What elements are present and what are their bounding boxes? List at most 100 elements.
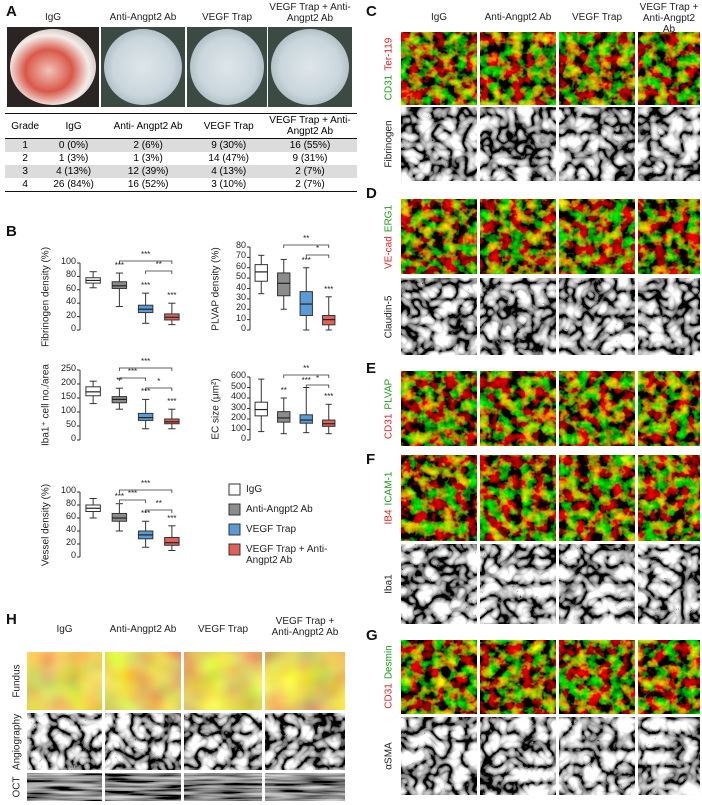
micrograph [559, 107, 635, 181]
column-header: VEGF Trap + Anti-Angpt2 Ab [271, 616, 339, 638]
y-tick-label: 0 [240, 433, 246, 443]
significance: *** [324, 284, 334, 294]
legend-label: Anti-Angpt2 Ab [246, 504, 313, 515]
y-tick-label: 400 [230, 391, 246, 401]
stain-name: Claudin-5 [383, 295, 395, 338]
bracket [305, 254, 330, 258]
significance: ** [280, 386, 287, 395]
micrograph [27, 713, 102, 770]
bracket-label: ** [303, 364, 310, 373]
column-header: VEGF Trap + Anti-Angpt2 Ab [269, 2, 351, 24]
micrograph [638, 107, 700, 181]
y-tick-label: 60 [235, 260, 246, 271]
micrograph [401, 371, 477, 446]
table-cell: 1 (3%) [133, 153, 163, 164]
stain-name: Ter-119 [383, 37, 395, 71]
column-header: VEGF Trap [197, 624, 248, 635]
legend-label: VEGF Trap + Anti-Angpt2 Ab [246, 544, 328, 566]
stain-name: ICAM-1 [383, 471, 395, 506]
y-tick-label: 200 [60, 377, 76, 387]
stain-label: CD31 PLVAP [384, 378, 395, 438]
stain-label: Claudin-5 [384, 295, 395, 338]
grade-table: Grade IgG Anti- Angpt2 Ab VEGF Trap VEGF Tra… [5, 113, 357, 192]
y-axis-label: Iba1⁺ cell no./area [40, 364, 52, 446]
micrograph [105, 773, 181, 801]
panel-label: F [366, 451, 376, 468]
stain-name: CD31 [383, 683, 395, 709]
y-tick-label: 100 [60, 485, 76, 495]
y-tick-label: 0 [70, 323, 76, 333]
table-cell: 1 [22, 140, 28, 151]
y-tick-label: 300 [230, 401, 246, 412]
y-tick-label: 250 [60, 363, 76, 373]
micrograph [638, 544, 700, 624]
micrograph [638, 199, 700, 274]
bracket [118, 499, 147, 503]
table-cell: 16 (55%) [289, 140, 331, 151]
micrograph [559, 199, 635, 274]
stain-name: VE-cad [383, 235, 395, 269]
column-header: VEGF Trap + Anti-Angpt2 Ab [639, 2, 699, 35]
stain-name: Desmin [383, 645, 395, 680]
panel-label: G [366, 627, 378, 644]
micrograph [265, 652, 345, 710]
micrograph [559, 32, 635, 105]
bracket-label: *** [140, 250, 151, 259]
table-cell: 4 [22, 179, 28, 190]
significance: *** [324, 392, 334, 402]
eye-photo [271, 29, 349, 105]
bracket [118, 260, 173, 264]
micrograph [638, 32, 700, 105]
bracket-label: *** [140, 479, 151, 488]
micrograph [480, 32, 556, 105]
significance: *** [167, 397, 177, 407]
bracket-label: * [157, 377, 161, 386]
y-tick-label: 20 [65, 309, 76, 320]
micrograph [480, 371, 556, 446]
row-label: Angiography [11, 713, 23, 770]
bracket-label: * [315, 244, 320, 253]
panel-label: E [366, 360, 377, 377]
box [137, 412, 154, 421]
bracket [305, 384, 330, 388]
significance: ** [116, 376, 123, 386]
y-tick-label: 50 [65, 419, 76, 429]
y-tick-label: 80 [65, 269, 76, 280]
micrograph [401, 32, 477, 105]
stain-name: Fibrinogen [383, 120, 395, 168]
y-axis-label: Fibrinogen density (%) [40, 246, 52, 347]
table-row: 3 4 (13%) 12 (39%) 4 (13%) 2 (7%) [5, 165, 357, 178]
legend-swatch [228, 483, 241, 496]
table-row: 2 1 (3%) 1 (3%) 14 (47%) 9 (31%) [5, 152, 357, 165]
micrograph [638, 278, 700, 355]
legend-swatch [228, 543, 241, 556]
y-tick-label: 20 [65, 537, 76, 547]
y-tick-label: 80 [65, 498, 76, 508]
micrograph [265, 773, 345, 801]
stain-label: VE-cad ERG1 [384, 204, 395, 268]
y-tick-label: 40 [235, 281, 246, 292]
y-tick-label: 0 [70, 433, 76, 443]
significance: *** [140, 509, 151, 519]
table-cell: 9 (31%) [292, 153, 328, 164]
box [111, 512, 128, 522]
stain-name: CD31 [383, 74, 395, 100]
y-tick-label: 40 [65, 296, 76, 307]
y-tick-label: 80 [235, 240, 246, 250]
column-header: VEGF Trap [201, 12, 252, 23]
stain-name: CD31 [383, 413, 395, 439]
y-tick-label: 600 [230, 370, 246, 380]
header-cell: Grade [11, 120, 40, 132]
table-row: 1 0 (0%) 2 (6%) 9 (30%) 16 (55%) [5, 138, 357, 152]
micrograph [401, 107, 477, 181]
stain-name: IB4 [383, 509, 395, 525]
y-tick-label: 40 [65, 524, 76, 534]
micrograph [638, 640, 700, 714]
table-cell: 2 [22, 153, 28, 164]
header-cell: Anti- Angpt2 Ab [113, 120, 183, 132]
y-tick-label: 500 [230, 380, 246, 391]
bracket-label: *** [140, 357, 151, 366]
bracket [118, 367, 173, 371]
y-tick-label: 100 [60, 405, 76, 415]
micrograph [27, 652, 102, 710]
